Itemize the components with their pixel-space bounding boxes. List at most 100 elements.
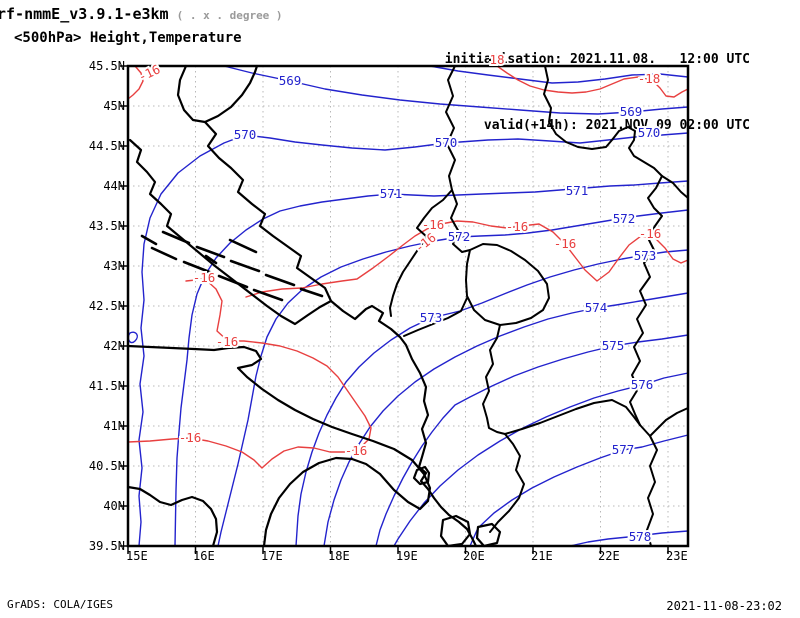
- contour-labels: 569 569 570 570 570 571 571 572 572 573 …: [134, 50, 664, 546]
- lat-axis-labels: 45.5N 45N 44.5N 44N 43.5N 43N 42.5N 42N …: [89, 59, 125, 553]
- balkan-coast-main: [203, 120, 478, 548]
- lat-label: 41N: [103, 419, 125, 433]
- temp-label-16: -16: [506, 219, 529, 234]
- lon-label: 16E: [193, 549, 215, 563]
- height-label-570: 570: [435, 135, 458, 150]
- height-label-576: 576: [631, 377, 654, 392]
- lat-label: 39.5N: [89, 539, 125, 553]
- tyrrhenian-coast: [126, 485, 219, 548]
- lat-tick-marks: [120, 65, 128, 547]
- height-contour-568: [429, 65, 689, 84]
- height-contour-573: [295, 249, 689, 547]
- height-contour-574: [323, 292, 689, 547]
- drina-border: [389, 189, 453, 317]
- height-label-569: 569: [620, 104, 643, 119]
- lon-tick-marks: [127, 546, 669, 554]
- kosovo-border-loop: [465, 243, 550, 326]
- lon-label: 17E: [261, 549, 283, 563]
- height-contour-575: [375, 334, 689, 547]
- danube-serbia-border: [543, 65, 663, 426]
- lat-label: 43.5N: [89, 219, 125, 233]
- temp-label-16: -16: [179, 430, 202, 445]
- croatian-coast: [128, 138, 333, 326]
- temp-label-16: -16: [639, 226, 662, 241]
- italy-adriatic-coast: [126, 344, 432, 548]
- height-contour-571: [174, 180, 689, 547]
- height-contour-578: [569, 530, 689, 547]
- serbia-west-border: [445, 65, 471, 253]
- istria-loop: [176, 64, 259, 124]
- romania-border-spur: [661, 175, 689, 199]
- lon-label: 19E: [396, 549, 418, 563]
- temp-contour-16-south: [127, 278, 372, 469]
- macedonia-north-border: [504, 399, 641, 435]
- initialisation-time: initialisation: 2021.11.08. 12:00 UTC: [444, 52, 750, 67]
- height-label-569: 569: [279, 73, 302, 88]
- dalmatian-islands: [140, 230, 324, 302]
- coastlines-and-borders: [126, 64, 689, 548]
- temp-label-16: -16: [193, 270, 216, 285]
- temp-label-16: -16: [422, 217, 445, 232]
- temp-label-18: -18: [638, 71, 661, 86]
- height-label-571: 571: [380, 186, 403, 201]
- height-contour-570: [138, 132, 689, 547]
- height-contour-lines: [127, 65, 689, 547]
- lat-label: 44.5N: [89, 139, 125, 153]
- temp-label-18-clipped: 18: [489, 52, 504, 67]
- temperature-contour-lines: [127, 65, 689, 469]
- height-label-571: 571: [566, 183, 589, 198]
- vlore-bay-loop: [412, 465, 431, 486]
- greek-island-1: [439, 514, 472, 548]
- height-contour-572: [217, 209, 689, 547]
- height-label-574: 574: [585, 300, 608, 315]
- creation-timestamp: 2021-11-08-23:02: [666, 599, 782, 613]
- albania-east-border: [482, 324, 506, 435]
- lat-label: 42N: [103, 339, 125, 353]
- lat-label: 45.5N: [89, 59, 125, 73]
- temp-contour-16-north: [245, 220, 689, 298]
- grads-credit: GrADS: COLA/IGES: [7, 598, 113, 611]
- map-frame-group: [120, 64, 690, 554]
- height-label-573: 573: [420, 310, 443, 325]
- temp-label-16: -16: [345, 443, 368, 458]
- lon-axis-labels: 15E 16E 17E 18E 19E 20E 21E 22E 23E: [126, 549, 688, 563]
- height-label-572: 572: [613, 211, 636, 226]
- temp-label-16: -16: [216, 334, 239, 349]
- lat-label: 40.5N: [89, 459, 125, 473]
- plot-title-block: rf-nmmE_v3.9.1-e3km ( . x . degree ) <500…: [0, 5, 283, 46]
- lat-label: 42.5N: [89, 299, 125, 313]
- height-contour-small-loop: [127, 331, 138, 344]
- temp-contour-18: [496, 65, 689, 98]
- temp-label-16: -16: [554, 236, 577, 251]
- height-label-570: 570: [638, 125, 661, 140]
- height-contour-577: [469, 434, 689, 547]
- height-label-575: 575: [602, 338, 625, 353]
- height-contour-576: [393, 372, 689, 547]
- height-label-577: 577: [612, 442, 635, 457]
- lat-label: 40N: [103, 499, 125, 513]
- height-label-573: 573: [634, 248, 657, 263]
- lon-label: 15E: [126, 549, 148, 563]
- model-name: rf-nmmE_v3.9.1-e3km: [0, 5, 169, 23]
- lon-label: 20E: [463, 549, 485, 563]
- lon-label: 23E: [666, 549, 688, 563]
- grid-lines: [128, 66, 688, 546]
- greek-island-2: [475, 522, 502, 548]
- model-resolution-note: ( . x . degree ): [176, 9, 283, 22]
- greece-albania-border: [489, 433, 525, 533]
- temp-contour-16-corner: [127, 65, 144, 100]
- right-edge-border-piece: [649, 407, 689, 437]
- height-contour-569: [223, 65, 689, 115]
- lon-label: 22E: [598, 549, 620, 563]
- lat-label: 45N: [103, 99, 125, 113]
- bulgaria-greece-border: [639, 424, 658, 547]
- lon-label: 18E: [328, 549, 350, 563]
- model-title: rf-nmmE_v3.9.1-e3km ( . x . degree ): [0, 5, 283, 23]
- field-subtitle: <500hPa> Height,Temperature: [14, 30, 242, 46]
- lat-label: 41.5N: [89, 379, 125, 393]
- height-label-572: 572: [448, 229, 471, 244]
- height-label-570: 570: [234, 127, 257, 142]
- montenegro-albania-border: [403, 297, 468, 337]
